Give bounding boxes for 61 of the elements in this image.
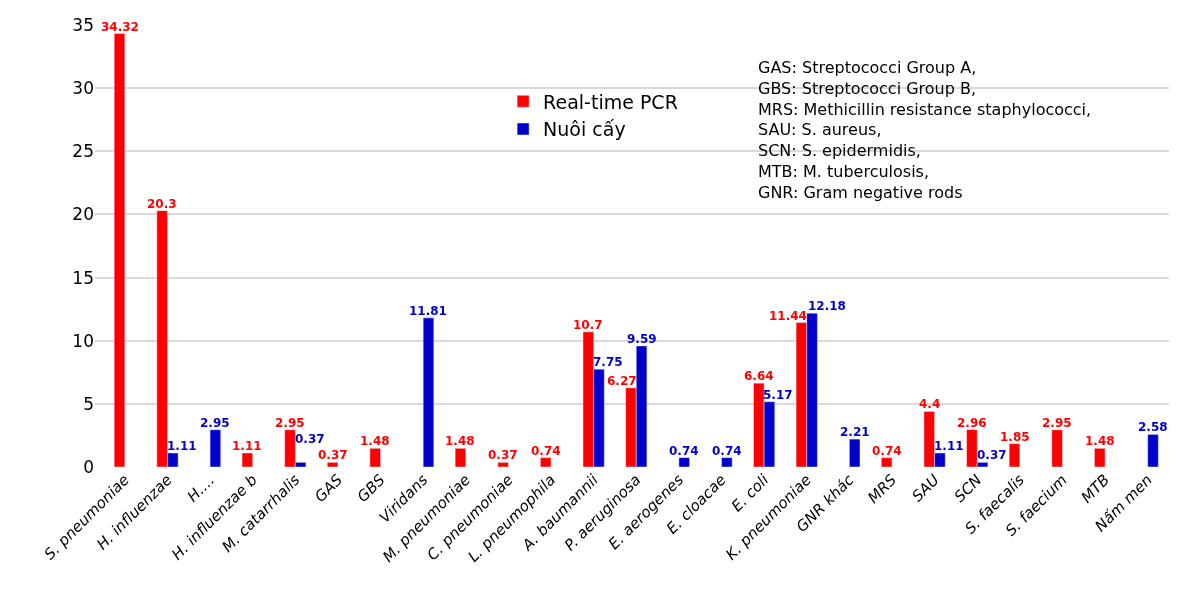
data-label: 0.37: [488, 448, 518, 462]
bar: [1051, 429, 1063, 467]
y-tick-label: 0: [83, 456, 94, 477]
data-label: 0.74: [669, 444, 699, 458]
data-label: 11.81: [409, 304, 447, 318]
data-label: 1.85: [1000, 430, 1030, 444]
data-label: 5.17: [763, 388, 793, 402]
bar: [678, 457, 690, 467]
bar: [540, 457, 552, 467]
y-tick-label: 35: [72, 14, 94, 35]
data-label: 0.74: [531, 444, 561, 458]
bar: [849, 438, 861, 467]
data-label: 0.74: [712, 444, 742, 458]
bar: [1008, 443, 1021, 467]
data-label: 2.21: [840, 425, 870, 439]
bar: [881, 457, 893, 467]
bar: [1094, 448, 1106, 467]
bar: [454, 448, 467, 467]
data-label: 2.95: [275, 416, 305, 430]
annotation: GAS: Streptococci Group A, GBS: Streptococci Group B, MRS: Methicillin resistance staphylococci, SAU: S. aureus, SCN: S. epidermidis, MTB: M. tuberculosis, GNR: Gram negative rods: [758, 58, 1092, 202]
data-label: 9.59: [627, 332, 657, 346]
y-tick-label: 20: [72, 204, 94, 225]
bar: [497, 462, 509, 467]
data-label: 2.58: [1138, 420, 1168, 434]
data-label: 0.37: [318, 448, 348, 462]
data-label: 1.11: [167, 439, 197, 453]
data-label: 4.4: [919, 397, 941, 411]
data-label: 1.48: [360, 434, 390, 448]
data-label: 0.37: [977, 448, 1007, 462]
legend-label: Real-time PCR: [543, 90, 678, 113]
data-label: 2.95: [1042, 416, 1072, 430]
bar: [721, 457, 733, 467]
data-label: 10.7: [573, 318, 603, 332]
data-label: 34.32: [101, 20, 139, 34]
y-tick-label: 10: [72, 330, 94, 351]
data-label: 6.27: [607, 374, 637, 388]
data-label: 1.48: [1085, 434, 1115, 448]
bar: [113, 33, 126, 467]
y-tick-label: 25: [72, 141, 94, 162]
bar: [209, 429, 221, 467]
data-label: 11.44: [769, 309, 807, 323]
data-label: 20.3: [147, 197, 177, 211]
legend-label: Nuôi cấy: [543, 118, 626, 141]
bar: [1147, 434, 1159, 467]
data-label: 0.74: [872, 444, 902, 458]
y-tick-label: 30: [72, 78, 94, 99]
data-label: 2.96: [957, 416, 987, 430]
bar: [422, 317, 435, 467]
y-tick-label: 15: [72, 267, 94, 288]
data-label: 1.48: [445, 434, 475, 448]
data-label: 1.11: [232, 439, 262, 453]
bar: [327, 462, 339, 467]
data-label: 7.75: [593, 355, 623, 369]
bar: [241, 452, 253, 467]
data-label: 0.37: [295, 432, 325, 446]
data-label: 1.11: [934, 439, 964, 453]
data-label: 12.18: [808, 299, 846, 313]
data-label: 6.64: [744, 369, 774, 383]
data-label: 2.95: [200, 416, 230, 430]
y-tick-label: 5: [83, 393, 94, 414]
bar: [369, 448, 381, 467]
